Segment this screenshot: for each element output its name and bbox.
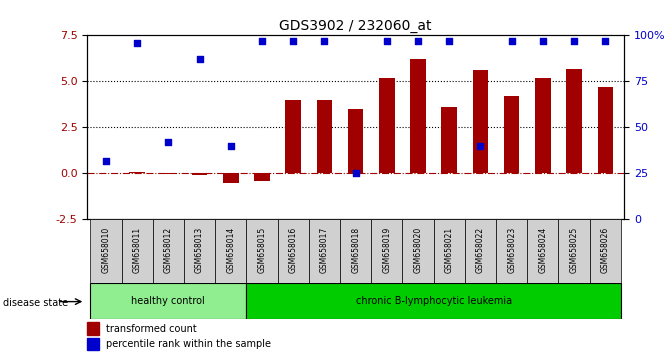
Bar bbox=[153, 219, 184, 283]
Point bbox=[256, 38, 267, 44]
Point bbox=[350, 171, 361, 176]
Bar bbox=[317, 100, 332, 173]
Bar bbox=[87, 322, 99, 335]
Point bbox=[163, 139, 174, 145]
Bar bbox=[535, 78, 551, 173]
Text: GSM658026: GSM658026 bbox=[601, 227, 610, 273]
Text: GSM658025: GSM658025 bbox=[570, 227, 578, 273]
Text: GSM658019: GSM658019 bbox=[382, 227, 391, 273]
Bar bbox=[558, 219, 590, 283]
Text: GSM658015: GSM658015 bbox=[258, 227, 266, 273]
Bar bbox=[433, 219, 465, 283]
Bar bbox=[410, 59, 426, 173]
Bar bbox=[340, 219, 371, 283]
Text: GSM658012: GSM658012 bbox=[164, 227, 173, 273]
Point bbox=[101, 158, 111, 164]
Text: transformed count: transformed count bbox=[106, 324, 197, 333]
Point bbox=[288, 38, 299, 44]
Bar bbox=[246, 219, 278, 283]
Bar bbox=[91, 283, 246, 319]
Bar bbox=[348, 109, 364, 173]
Bar bbox=[130, 172, 145, 173]
Point bbox=[507, 38, 517, 44]
Text: disease state: disease state bbox=[3, 298, 68, 308]
Text: GSM658013: GSM658013 bbox=[195, 227, 204, 273]
Bar bbox=[192, 173, 207, 175]
Bar bbox=[184, 219, 215, 283]
Text: GSM658018: GSM658018 bbox=[351, 227, 360, 273]
Bar bbox=[87, 338, 99, 350]
Text: GSM658023: GSM658023 bbox=[507, 227, 516, 273]
Point bbox=[537, 38, 548, 44]
Bar bbox=[254, 173, 270, 181]
Bar bbox=[223, 173, 239, 183]
Text: GSM658014: GSM658014 bbox=[226, 227, 236, 273]
Point bbox=[600, 38, 611, 44]
Bar bbox=[496, 219, 527, 283]
Point bbox=[444, 38, 455, 44]
Bar bbox=[403, 219, 433, 283]
Bar bbox=[527, 219, 558, 283]
Bar bbox=[246, 283, 621, 319]
Bar bbox=[566, 69, 582, 173]
Text: GSM658020: GSM658020 bbox=[413, 227, 423, 273]
Bar bbox=[465, 219, 496, 283]
Point bbox=[194, 57, 205, 62]
Bar bbox=[472, 70, 488, 173]
Bar bbox=[309, 219, 340, 283]
Bar bbox=[278, 219, 309, 283]
Point bbox=[569, 38, 580, 44]
Bar bbox=[597, 87, 613, 173]
Bar bbox=[504, 96, 519, 173]
Bar bbox=[215, 219, 246, 283]
Bar bbox=[442, 107, 457, 173]
Title: GDS3902 / 232060_at: GDS3902 / 232060_at bbox=[279, 19, 432, 33]
Point bbox=[319, 38, 329, 44]
Point bbox=[132, 40, 142, 46]
Point bbox=[382, 38, 393, 44]
Bar bbox=[371, 219, 403, 283]
Bar bbox=[379, 78, 395, 173]
Point bbox=[475, 143, 486, 149]
Text: GSM658022: GSM658022 bbox=[476, 227, 485, 273]
Point bbox=[413, 38, 423, 44]
Text: chronic B-lymphocytic leukemia: chronic B-lymphocytic leukemia bbox=[356, 296, 512, 306]
Point bbox=[225, 143, 236, 149]
Text: GSM658017: GSM658017 bbox=[320, 227, 329, 273]
Text: GSM658021: GSM658021 bbox=[445, 227, 454, 273]
Bar bbox=[160, 173, 176, 175]
Text: GSM658016: GSM658016 bbox=[289, 227, 298, 273]
Bar bbox=[121, 219, 153, 283]
Bar bbox=[285, 100, 301, 173]
Text: GSM658024: GSM658024 bbox=[538, 227, 548, 273]
Text: healthy control: healthy control bbox=[132, 296, 205, 306]
Bar bbox=[590, 219, 621, 283]
Text: GSM658011: GSM658011 bbox=[133, 227, 142, 273]
Bar bbox=[91, 219, 121, 283]
Text: percentile rank within the sample: percentile rank within the sample bbox=[106, 339, 271, 349]
Text: GSM658010: GSM658010 bbox=[101, 227, 111, 273]
